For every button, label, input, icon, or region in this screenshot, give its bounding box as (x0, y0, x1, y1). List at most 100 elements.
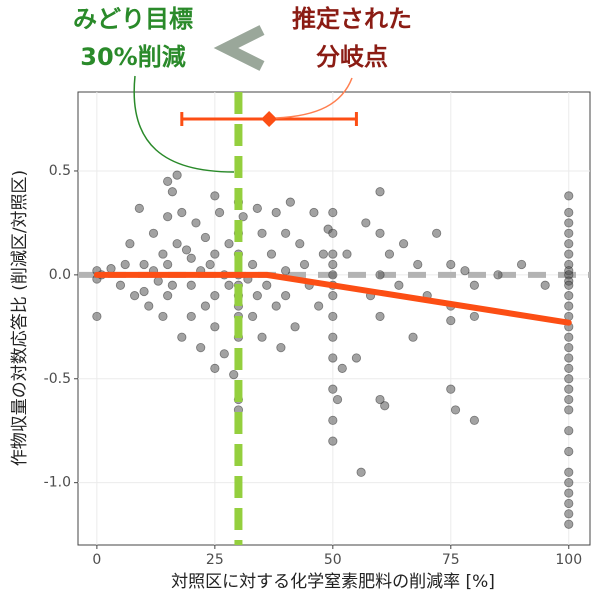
data-point (106, 264, 116, 274)
data-point (205, 259, 215, 270)
annotation: 分岐点 (316, 43, 388, 71)
data-point (257, 332, 267, 342)
data-point (469, 311, 479, 322)
data-point (564, 332, 574, 342)
annotation: みどり目標 (73, 5, 193, 33)
data-point (337, 363, 347, 373)
data-point (446, 384, 456, 394)
data-point (446, 315, 456, 326)
data-point (163, 291, 173, 301)
data-point (186, 311, 196, 322)
data-point (210, 363, 220, 373)
data-point (281, 228, 291, 238)
data-point (516, 259, 527, 270)
data-point (125, 239, 135, 249)
annotation: 30%削減 (80, 43, 185, 71)
data-point (351, 353, 362, 363)
y-tick-label: -0.5 (44, 371, 71, 387)
data-point (328, 270, 338, 280)
x-tick-label: 100 (555, 552, 582, 568)
data-point (167, 187, 177, 197)
data-point (153, 276, 163, 286)
data-point (328, 259, 338, 270)
data-point (163, 176, 173, 186)
data-point (328, 415, 338, 425)
grid (78, 92, 590, 545)
data-point (328, 207, 338, 218)
data-point (130, 291, 140, 301)
data-point (384, 249, 395, 259)
data-point (266, 249, 277, 259)
data-point (224, 280, 234, 290)
data-point (564, 228, 574, 238)
data-point (271, 207, 281, 218)
data-point (564, 394, 574, 405)
data-point (139, 259, 149, 270)
data-point (257, 228, 267, 238)
data-point (191, 218, 201, 228)
data-point (238, 212, 248, 222)
data-point (564, 301, 574, 311)
data-point (281, 266, 291, 276)
y-tick-label: 0.5 (49, 163, 71, 179)
data-point (328, 311, 338, 322)
data-point (469, 415, 479, 425)
data-point (375, 394, 385, 405)
data-point (120, 259, 130, 270)
data-point (328, 249, 338, 259)
data-point (252, 203, 262, 213)
data-point (163, 212, 173, 222)
data-point (115, 280, 126, 290)
data-point (247, 311, 258, 322)
data-point (196, 342, 206, 353)
data-point (210, 291, 220, 301)
green-pointer (133, 75, 235, 173)
data-layer (78, 92, 590, 545)
data-point (172, 239, 182, 249)
data-point (564, 384, 574, 394)
data-point (493, 270, 503, 280)
data-point (408, 332, 418, 342)
data-point (328, 436, 338, 446)
data-point (247, 259, 258, 270)
x-tick-label: 50 (324, 552, 342, 568)
data-point (314, 301, 324, 311)
y-tick-label: -1.0 (44, 475, 71, 491)
data-point (281, 291, 291, 301)
data-point (186, 280, 196, 290)
data-point (469, 280, 479, 290)
data-point (375, 228, 385, 238)
data-point (564, 218, 574, 228)
data-point (564, 498, 574, 509)
data-point (375, 187, 385, 197)
data-point (214, 207, 225, 218)
data-point (564, 374, 574, 384)
data-point (252, 291, 262, 301)
breakpoint-marker (261, 111, 278, 128)
data-point (380, 401, 390, 411)
data-point (564, 342, 574, 353)
data-point (564, 280, 574, 290)
data-point (229, 370, 239, 380)
y-tick-label: 0.0 (49, 267, 71, 283)
data-point (318, 249, 328, 259)
data-point (394, 280, 404, 290)
data-point (158, 311, 168, 322)
data-point (224, 239, 234, 249)
data-point (144, 301, 154, 311)
data-point (309, 207, 319, 218)
data-point (564, 467, 574, 477)
data-point (564, 405, 574, 415)
data-point (564, 353, 574, 363)
data-point (167, 280, 177, 290)
x-tick-label: 75 (442, 552, 460, 568)
data-point (564, 291, 574, 301)
data-point (432, 228, 442, 238)
data-point (200, 301, 211, 311)
data-point (219, 349, 229, 359)
data-point (163, 259, 173, 270)
data-point (285, 197, 295, 207)
data-point (342, 249, 352, 259)
data-point (181, 245, 192, 255)
